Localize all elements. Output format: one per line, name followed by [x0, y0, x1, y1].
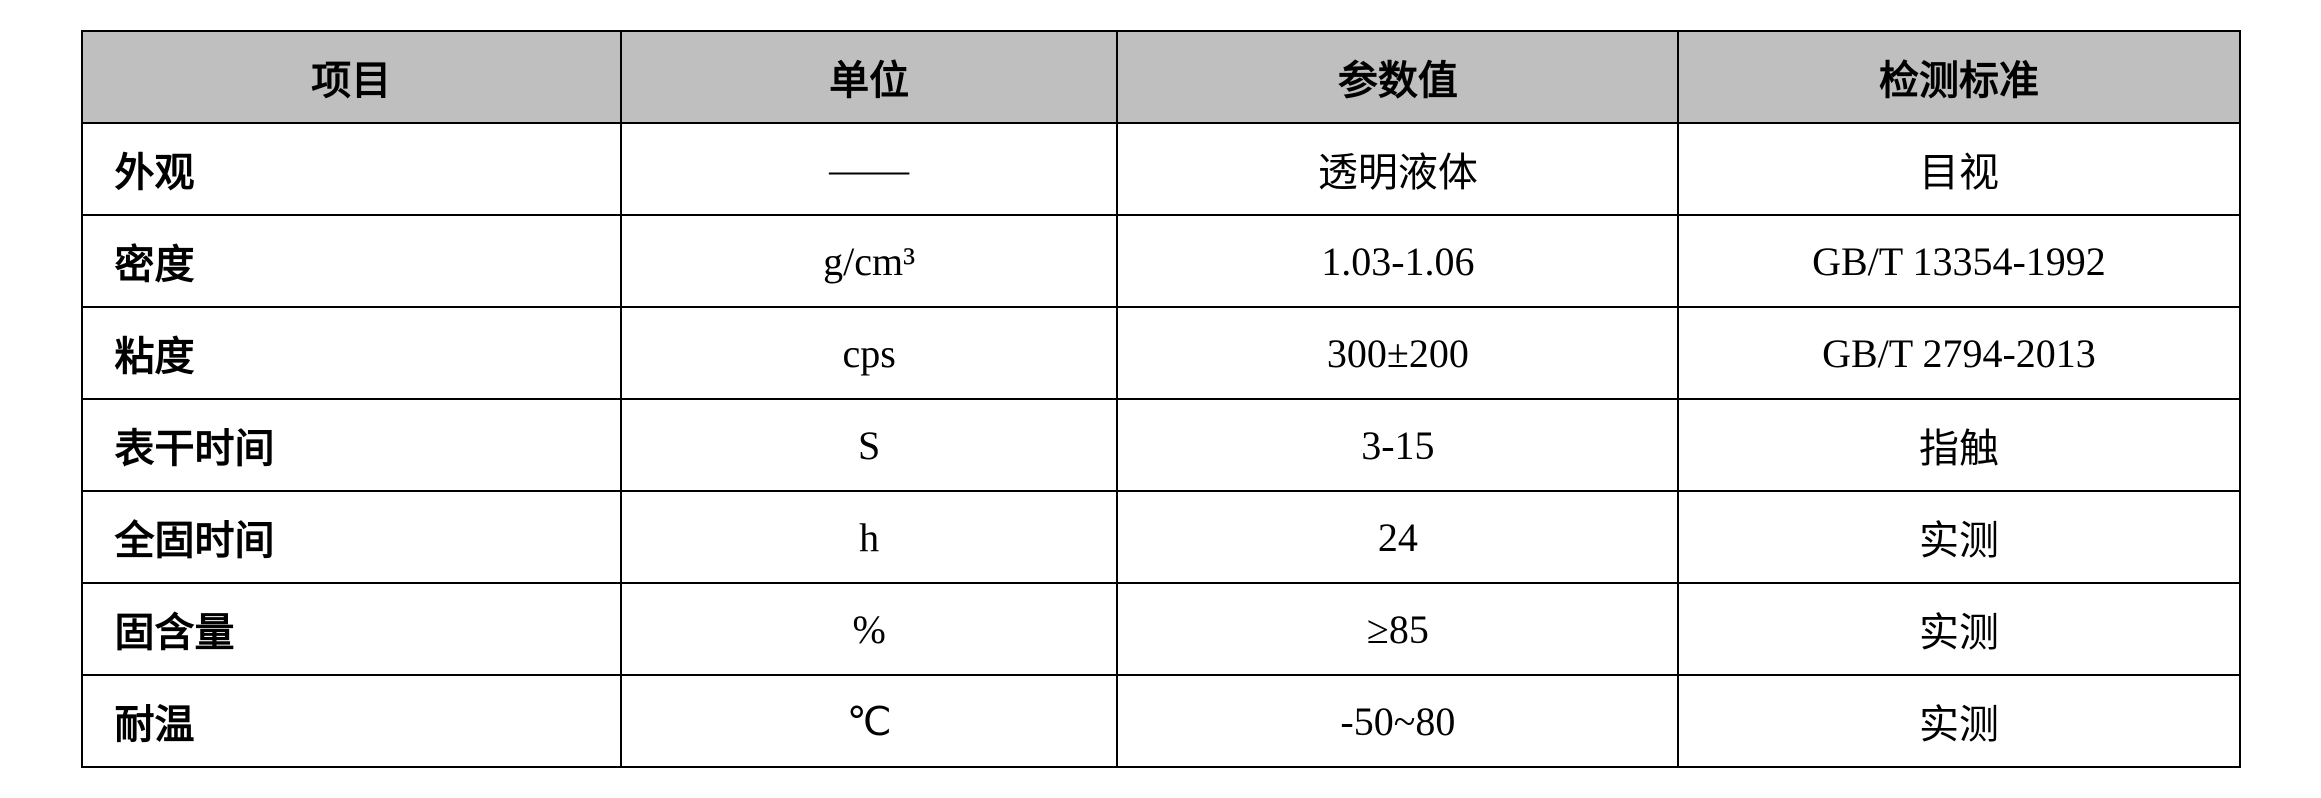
table-row: 表干时间 S 3-15 指触 [82, 399, 2240, 491]
cell-item: 粘度 [82, 307, 622, 399]
cell-item: 表干时间 [82, 399, 622, 491]
cell-standard: GB/T 2794-2013 [1678, 307, 2239, 399]
spec-table: 项目 单位 参数值 检测标准 外观 —— 透明液体 目视 密度 g/cm³ 1.… [81, 30, 2241, 768]
cell-value: 24 [1117, 491, 1678, 583]
cell-unit: S [621, 399, 1117, 491]
cell-standard: 指触 [1678, 399, 2239, 491]
cell-unit: h [621, 491, 1117, 583]
cell-value: -50~80 [1117, 675, 1678, 767]
table-row: 全固时间 h 24 实测 [82, 491, 2240, 583]
cell-unit: cps [621, 307, 1117, 399]
table-row: 耐温 ℃ -50~80 实测 [82, 675, 2240, 767]
table-row: 固含量 % ≥85 实测 [82, 583, 2240, 675]
cell-item: 密度 [82, 215, 622, 307]
cell-standard: GB/T 13354-1992 [1678, 215, 2239, 307]
cell-standard: 目视 [1678, 123, 2239, 215]
table-row: 外观 —— 透明液体 目视 [82, 123, 2240, 215]
cell-value: 1.03-1.06 [1117, 215, 1678, 307]
cell-value: ≥85 [1117, 583, 1678, 675]
cell-unit: ℃ [621, 675, 1117, 767]
header-item: 项目 [82, 31, 622, 123]
cell-item: 固含量 [82, 583, 622, 675]
cell-value: 300±200 [1117, 307, 1678, 399]
header-value: 参数值 [1117, 31, 1678, 123]
cell-item: 耐温 [82, 675, 622, 767]
header-standard: 检测标准 [1678, 31, 2239, 123]
cell-unit: g/cm³ [621, 215, 1117, 307]
cell-value: 3-15 [1117, 399, 1678, 491]
cell-unit: —— [621, 123, 1117, 215]
table-row: 密度 g/cm³ 1.03-1.06 GB/T 13354-1992 [82, 215, 2240, 307]
cell-value: 透明液体 [1117, 123, 1678, 215]
cell-unit: % [621, 583, 1117, 675]
cell-standard: 实测 [1678, 583, 2239, 675]
header-unit: 单位 [621, 31, 1117, 123]
cell-standard: 实测 [1678, 675, 2239, 767]
table-row: 粘度 cps 300±200 GB/T 2794-2013 [82, 307, 2240, 399]
cell-item: 全固时间 [82, 491, 622, 583]
cell-standard: 实测 [1678, 491, 2239, 583]
table-header-row: 项目 单位 参数值 检测标准 [82, 31, 2240, 123]
cell-item: 外观 [82, 123, 622, 215]
